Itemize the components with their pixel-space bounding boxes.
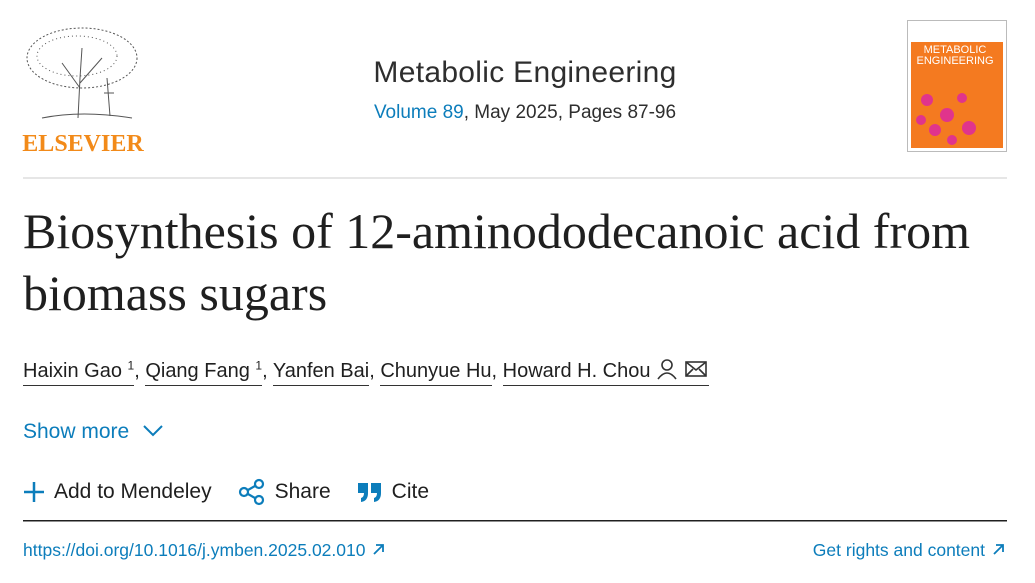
journal-name[interactable]: Metabolic Engineering xyxy=(373,56,677,89)
cite-button[interactable]: Cite xyxy=(357,480,429,504)
doi-link[interactable]: https://doi.org/10.1016/j.ymben.2025.02.… xyxy=(23,540,387,561)
author-name: Chunyue Hu xyxy=(380,360,492,382)
action-label: Share xyxy=(274,480,331,503)
separator: , xyxy=(134,360,140,382)
external-icon xyxy=(373,544,385,555)
affiliation-marker: 1 xyxy=(255,358,263,373)
author-name: Qiang Fang xyxy=(145,360,250,382)
show-more-label: Show more xyxy=(23,420,130,443)
elsevier-logo[interactable]: ELSEVIER xyxy=(22,18,144,158)
volume-link[interactable]: Volume 89 xyxy=(373,102,464,123)
separator: , xyxy=(262,360,268,382)
chevron-icon xyxy=(143,425,163,437)
author-name: Haixin Gao xyxy=(23,360,122,382)
action-bar: Add to Mendeley Share Cite xyxy=(23,478,429,506)
article-title: Biosynthesis of 12-aminododecanoic acid … xyxy=(23,203,970,321)
issue-details: , May 2025, Pages 87-96 xyxy=(463,102,677,123)
contact-icons xyxy=(656,359,707,380)
action-label: Cite xyxy=(391,480,430,503)
share-button[interactable]: Share xyxy=(238,478,331,506)
quote-icon xyxy=(357,483,381,502)
rights-text: Get rights and content xyxy=(812,540,985,560)
logo-text: ELSEVIER xyxy=(22,131,144,157)
rights-link[interactable]: Get rights and content xyxy=(813,540,1007,561)
journal-cover[interactable]: METABOLIC ENGINEERING xyxy=(907,20,1007,152)
author[interactable]: Chunyue Hu xyxy=(380,360,492,386)
journal-issue: Volume 89, May 2025, Pages 87-96 xyxy=(0,102,1035,124)
author-name: Howard H. Chou xyxy=(502,360,651,382)
show-more[interactable]: Show more xyxy=(23,420,165,444)
cover-title: METABOLIC xyxy=(924,44,987,56)
separator: , xyxy=(491,360,498,382)
share-icon xyxy=(238,478,264,506)
plus-icon xyxy=(24,482,44,502)
affiliation-marker: 1 xyxy=(127,358,135,373)
divider xyxy=(23,177,1007,179)
divider xyxy=(23,520,1007,522)
author[interactable]: Howard H. Chou xyxy=(502,359,709,386)
author-name: Yanfen Bai xyxy=(272,360,370,382)
cover-title: ENGINEERING xyxy=(916,55,993,67)
author-list: Haixin Gao 1, Qiang Fang 1, Yanfen Bai, … xyxy=(23,358,709,386)
author[interactable]: Haixin Gao 1 xyxy=(23,358,135,386)
doi-text: https://doi.org/10.1016/j.ymben.2025.02.… xyxy=(23,540,366,560)
author[interactable]: Qiang Fang 1 xyxy=(145,358,263,386)
mendeley-button[interactable]: Add to Mendeley xyxy=(23,480,212,504)
external-icon xyxy=(993,544,1004,555)
action-label: Add to Mendeley xyxy=(54,480,212,503)
author[interactable]: Yanfen Bai xyxy=(272,360,370,386)
separator: , xyxy=(369,360,375,382)
